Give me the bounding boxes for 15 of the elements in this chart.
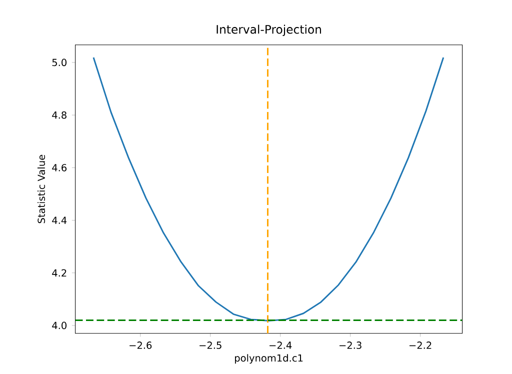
y-tick-label: 5.0: [52, 58, 66, 66]
chart-title: Interval-Projection: [216, 24, 322, 36]
y-tick-label: 4.8: [52, 111, 66, 119]
x-tick-label: −2.4: [270, 341, 292, 349]
y-axis-title: Statistic Value: [37, 154, 46, 223]
x-tick-label: −2.2: [410, 341, 432, 349]
x-tick-label: −2.3: [340, 341, 362, 349]
x-tick-label: −2.5: [200, 341, 222, 349]
x-axis-title: polynom1d.c1: [235, 354, 303, 364]
y-tick-label: 4.6: [52, 164, 67, 172]
line-series: [92, 56, 444, 322]
y-tick-label: 4.0: [52, 322, 66, 329]
y-tick-label: 4.4: [52, 216, 67, 224]
y-tick-label: 4.2: [52, 269, 66, 276]
x-tick-label: −2.6: [130, 341, 152, 349]
